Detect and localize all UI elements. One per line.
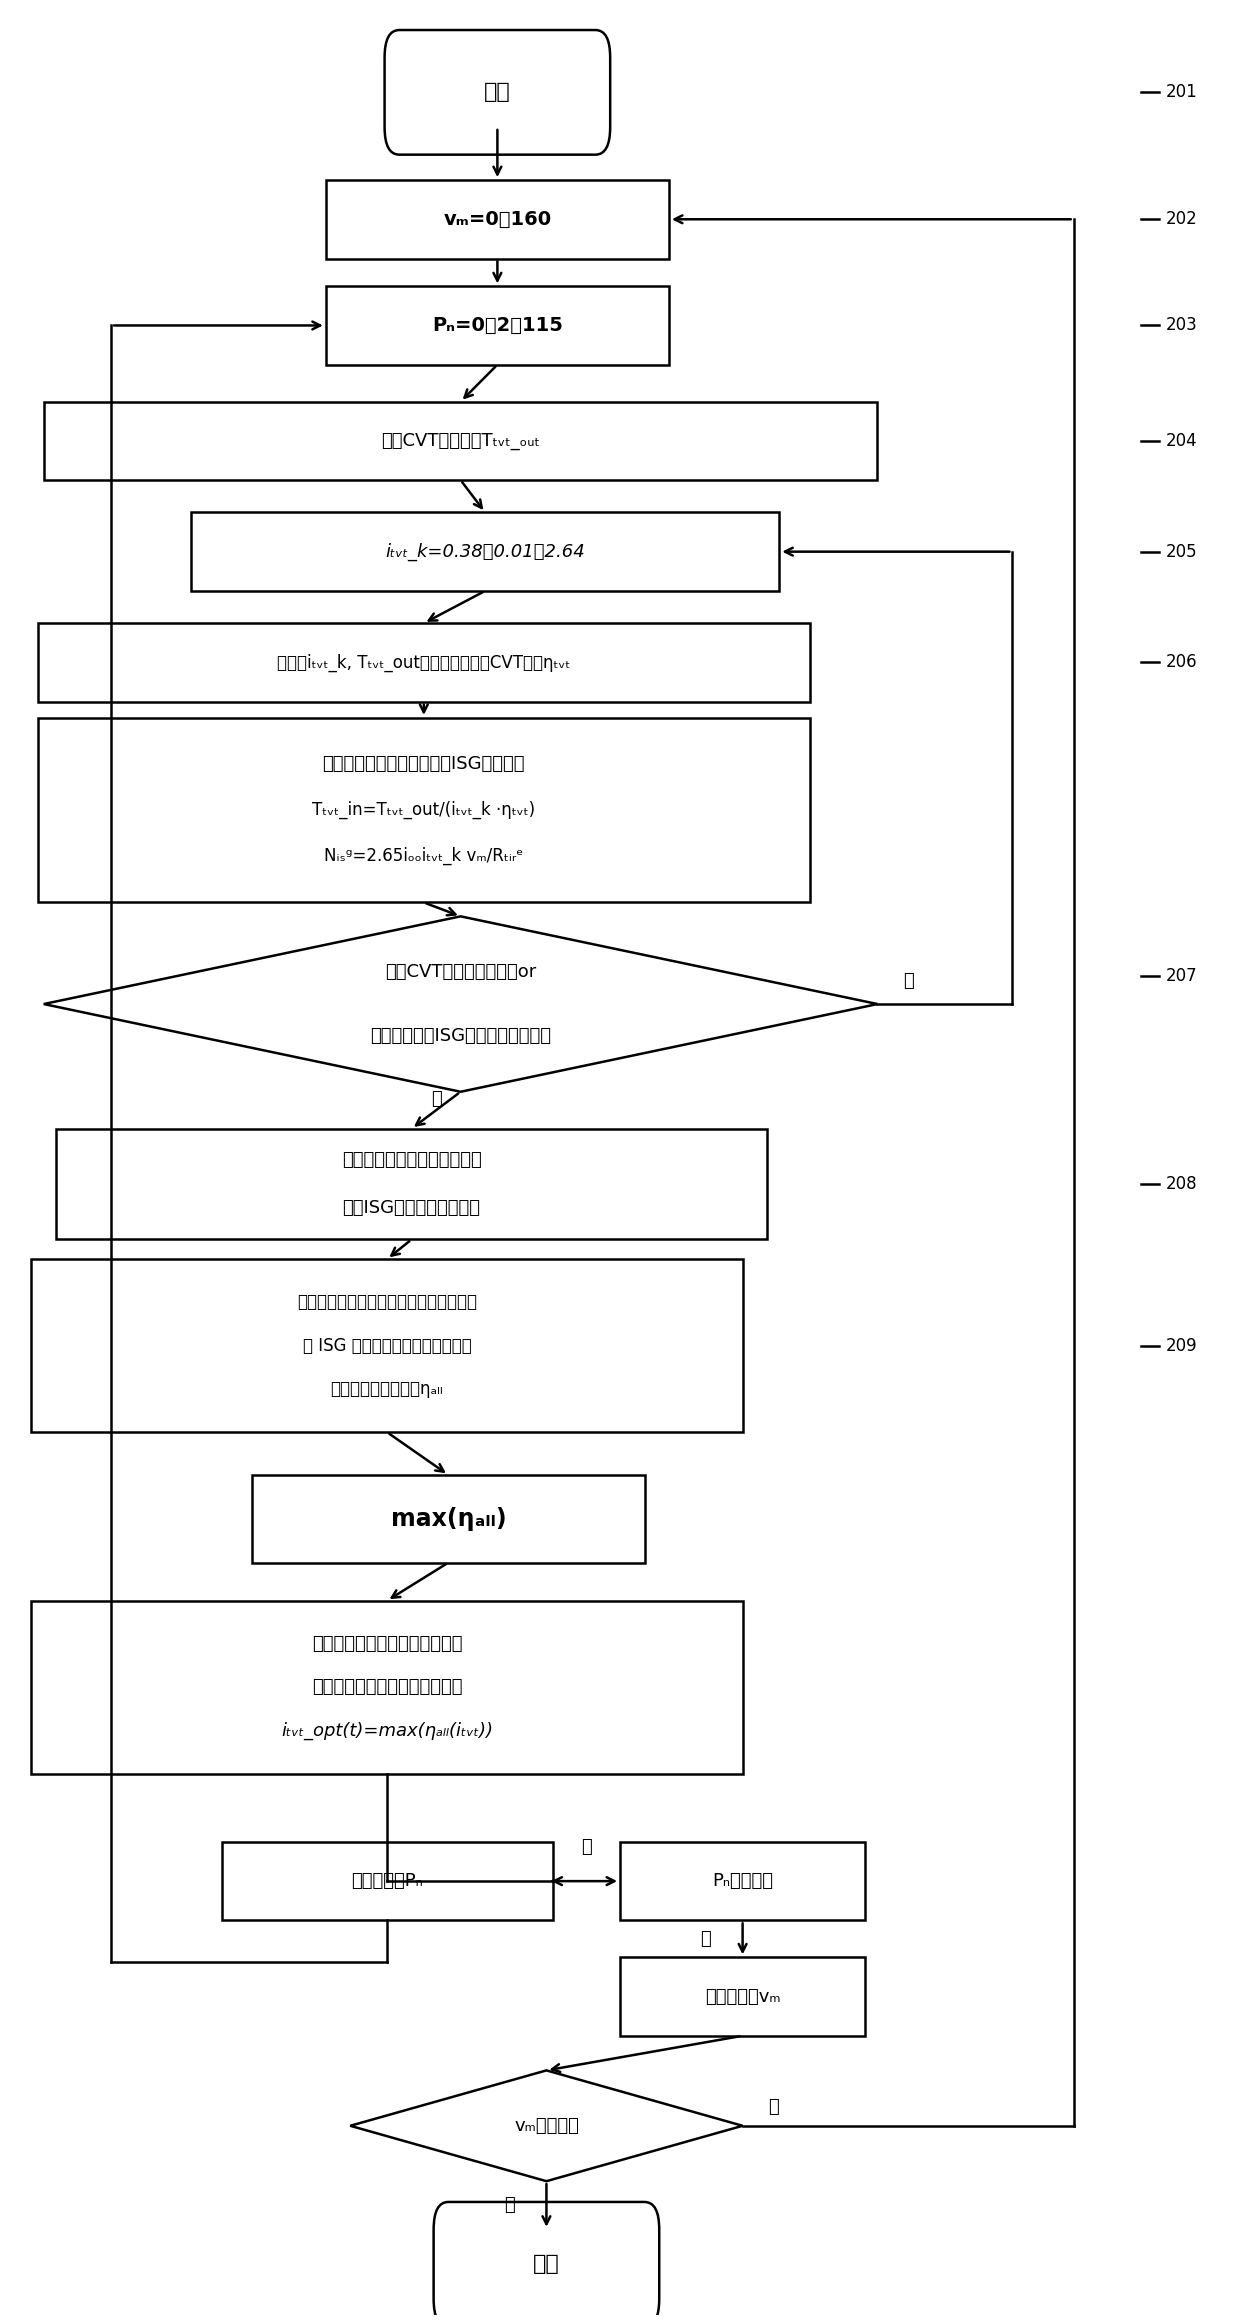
Bar (31, 1600, 743, 1774)
Text: 对前轴动力端需求转矩在发动: 对前轴动力端需求转矩在发动 (342, 1152, 481, 1168)
Text: Pₙ=0：2：115: Pₙ=0：2：115 (432, 316, 563, 334)
Text: 208: 208 (1166, 1175, 1198, 1194)
Bar (43, 402, 878, 481)
Bar (191, 513, 780, 590)
Text: vₘ循环结束: vₘ循环结束 (515, 2118, 579, 2134)
Bar (37, 717, 810, 903)
Text: Nᵢₛᵍ=2.65iₒₒiₜᵥₜ_k vₘ/Rₜᵢᵣᵉ: Nᵢₛᵍ=2.65iₒₒiₜᵥₜ_k vₘ/Rₜᵢᵣᵉ (324, 848, 523, 866)
Bar (56, 1128, 768, 1240)
Text: 否: 否 (430, 1089, 441, 1108)
Bar (31, 1259, 743, 1433)
Text: 大于CVT的最大输入转矩or: 大于CVT的最大输入转矩or (384, 964, 536, 982)
Polygon shape (43, 917, 878, 1091)
Text: 结束: 结束 (533, 2255, 559, 2273)
Text: iₜᵥₜ_opt(t)=max(ηₐₗₗ(iₜᵥₜ)): iₜᵥₜ_opt(t)=max(ηₐₗₗ(iₜᵥₜ)) (281, 1721, 494, 1739)
Text: 203: 203 (1166, 316, 1198, 334)
Text: 205: 205 (1166, 543, 1198, 560)
Text: 计算CVT输出转矩Tₜᵥₜ_ₒᵤₜ: 计算CVT输出转矩Tₜᵥₜ_ₒᵤₜ (381, 432, 541, 450)
Bar (620, 1957, 866, 2036)
FancyBboxPatch shape (384, 30, 610, 156)
Bar (37, 622, 810, 701)
Text: 207: 207 (1166, 968, 1198, 985)
Bar (326, 181, 670, 258)
Text: 所对应的速比为目标速比，即：: 所对应的速比为目标速比，即： (311, 1679, 463, 1697)
Text: 是: 是 (903, 973, 914, 989)
Text: Tₜᵥₜ_in=Tₜᵥₜ_out/(iₜᵥₜ_k ·ηₜᵥₜ): Tₜᵥₜ_in=Tₜᵥₜ_out/(iₜᵥₜ_k ·ηₜᵥₜ) (312, 801, 536, 820)
Text: 通过在线查表的方式分别获取发动机效率: 通过在线查表的方式分别获取发动机效率 (298, 1293, 477, 1312)
Text: 否: 否 (768, 2099, 779, 2115)
Text: Pₙ循环结束: Pₙ循环结束 (712, 1872, 773, 1890)
Text: 209: 209 (1166, 1337, 1198, 1354)
Text: 动力传动系统总效率ηₐₗₗ: 动力传动系统总效率ηₐₗₗ (331, 1379, 444, 1398)
Text: iₜᵥₜ_k=0.38：0.01：2.64: iₜᵥₜ_k=0.38：0.01：2.64 (386, 543, 585, 562)
Bar (252, 1474, 645, 1563)
Text: 开始: 开始 (484, 81, 511, 102)
Text: 和 ISG 电机效率，然后再计算前轴: 和 ISG 电机效率，然后再计算前轴 (303, 1337, 471, 1354)
Bar (620, 1841, 866, 1920)
Text: 是: 是 (505, 2197, 515, 2215)
Text: 是: 是 (701, 1930, 712, 1948)
Text: 机和ISG电机之间进行分配: 机和ISG电机之间进行分配 (342, 1200, 481, 1217)
Text: max(ηₐₗₗ): max(ηₐₗₗ) (391, 1507, 506, 1530)
Text: 计算前轴动力端需求转矩和ISG电机转速: 计算前轴动力端需求转矩和ISG电机转速 (322, 755, 525, 773)
FancyBboxPatch shape (434, 2201, 660, 2322)
Text: 根据（iₜᵥₜ_k, Tₜᵥₜ_out）在线查表获取CVT效率ηₜᵥₜ: 根据（iₜᵥₜ_k, Tₜᵥₜ_out）在线查表获取CVT效率ηₜᵥₜ (277, 652, 570, 671)
Text: 下一个功率Pₙ: 下一个功率Pₙ (351, 1872, 423, 1890)
Text: 201: 201 (1166, 84, 1198, 102)
Text: 206: 206 (1166, 652, 1198, 671)
Text: 202: 202 (1166, 211, 1198, 228)
Text: 大于发动机或ISG电机的最大转速？: 大于发动机或ISG电机的最大转速？ (370, 1026, 551, 1045)
Text: 否: 否 (580, 1837, 591, 1855)
Text: 下一个车速vₘ: 下一个车速vₘ (704, 1988, 780, 2006)
Bar (326, 286, 670, 365)
Bar (222, 1841, 553, 1920)
Text: vₘ=0：160: vₘ=0：160 (444, 209, 552, 230)
Text: 204: 204 (1166, 432, 1198, 450)
Text: 取前轴动力传动系统总效率最高: 取前轴动力传动系统总效率最高 (311, 1635, 463, 1653)
Polygon shape (350, 2071, 743, 2180)
